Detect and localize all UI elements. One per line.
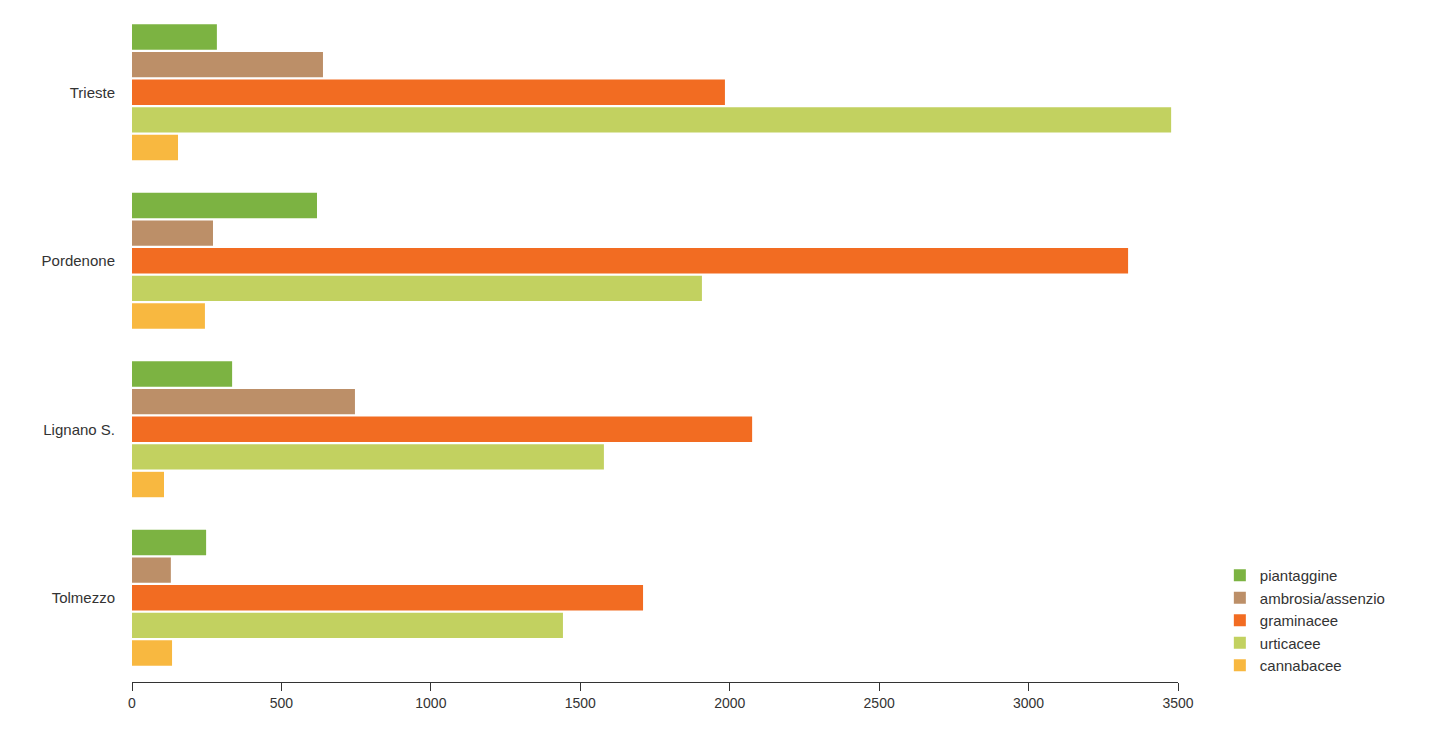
svg-text:500: 500: [270, 695, 294, 711]
svg-text:1000: 1000: [415, 695, 446, 711]
svg-text:1500: 1500: [565, 695, 596, 711]
svg-text:Lignano S.: Lignano S.: [43, 421, 115, 438]
svg-text:3500: 3500: [1162, 695, 1193, 711]
svg-text:3000: 3000: [1013, 695, 1044, 711]
svg-text:0: 0: [128, 695, 136, 711]
svg-text:Trieste: Trieste: [70, 84, 115, 101]
svg-text:Pordenone: Pordenone: [42, 252, 115, 269]
svg-text:cannabacee: cannabacee: [1260, 657, 1342, 674]
svg-text:2000: 2000: [714, 695, 745, 711]
svg-text:Tolmezzo: Tolmezzo: [52, 589, 115, 606]
svg-text:urticacee: urticacee: [1260, 635, 1321, 652]
svg-text:graminacee: graminacee: [1260, 612, 1338, 629]
svg-text:2500: 2500: [864, 695, 895, 711]
svg-text:piantaggine: piantaggine: [1260, 567, 1338, 584]
svg-text:ambrosia/assenzio: ambrosia/assenzio: [1260, 590, 1385, 607]
